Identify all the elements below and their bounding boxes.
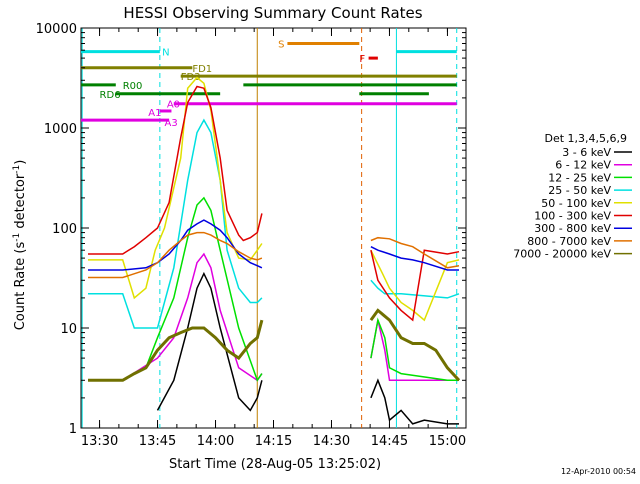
state-label-fd1: FD1 [192, 64, 212, 75]
series-line-6 [88, 219, 459, 271]
series-line-2 [88, 196, 459, 382]
y-axis-label-mid: detector [13, 173, 28, 233]
x-tick-label-5: 14:45 [371, 434, 408, 449]
state-label-a3: A3 [164, 118, 177, 129]
x-tick-label-3: 14:15 [255, 434, 292, 449]
legend-label-3: 25 - 50 keV [548, 184, 611, 197]
y-tick-label-0: 1 [69, 422, 77, 437]
legend-title: Det 1,3,4,5,6,9 [544, 132, 627, 145]
y-axis-label-sup1: -1 [12, 233, 22, 242]
series-line-4 [88, 76, 460, 322]
state-label-r00: R00 [123, 81, 143, 92]
axis-ticks: 13:30 13:45 14:00 14:15 14:30 14:45 15:00 1 10 10… [36, 22, 467, 449]
legend-label-8: 7000 - 20000 keV [513, 248, 611, 261]
state-label-f: F [359, 54, 365, 65]
x-tick-label-4: 14:30 [313, 434, 350, 449]
state-label-a0: A0 [167, 100, 180, 111]
legend-label-2: 12 - 25 keV [548, 171, 611, 184]
y-tick-label-4: 10000 [36, 22, 77, 37]
state-label-s: S [278, 39, 284, 50]
series-line-8 [88, 308, 461, 382]
legend-label-1: 6 - 12 keV [555, 159, 611, 172]
series-line-5 [88, 85, 460, 322]
y-axis-label-sup2: -1 [12, 165, 22, 174]
state-label-fd3: FD3 [181, 72, 201, 83]
series-line-1 [88, 252, 459, 382]
y-axis-label: Count Rate (s-1 detector-1) [12, 160, 28, 331]
series-line-0 [156, 271, 459, 425]
state-label-rd6: RD6 [100, 90, 121, 101]
x-tick-label-2: 14:00 [197, 434, 234, 449]
state-label-a1: A1 [148, 108, 161, 119]
y-tick-label-2: 100 [52, 222, 77, 237]
series-lines [88, 76, 461, 425]
legend-label-0: 3 - 6 keV [562, 146, 611, 159]
series-line-7 [88, 231, 460, 279]
x-axis-label: Start Time (28-Aug-05 13:25:02) [169, 457, 381, 472]
legend-label-5: 100 - 300 keV [534, 210, 611, 223]
series-line-3 [88, 118, 460, 329]
y-tick-label-1: 10 [60, 322, 77, 337]
x-tick-label-1: 13:45 [139, 434, 176, 449]
x-tick-label-6: 15:00 [429, 434, 466, 449]
legend-label-4: 50 - 100 keV [541, 197, 611, 210]
x-tick-label-0: 13:30 [81, 434, 118, 449]
y-axis-label-end: ) [13, 160, 28, 165]
timestamp: 12-Apr-2010 00:54 [561, 467, 636, 476]
legend-label-6: 300 - 800 keV [534, 222, 611, 235]
legend-label-7: 800 - 7000 keV [527, 235, 611, 248]
chart-title: HESSI Observing Summary Count Rates [123, 4, 422, 22]
state-label-n: N [162, 48, 169, 59]
y-axis-label-main: Count Rate (s [13, 242, 28, 331]
y-tick-label-3: 1000 [44, 122, 77, 137]
